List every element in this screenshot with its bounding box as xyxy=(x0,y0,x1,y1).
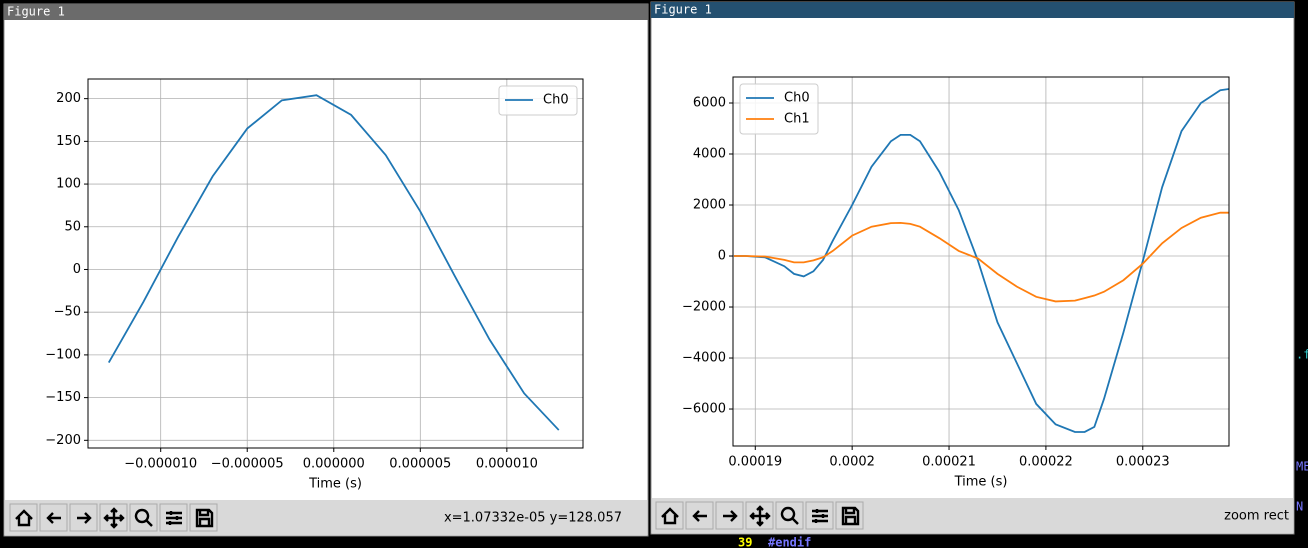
button-icon xyxy=(812,509,828,523)
toolbar-button[interactable] xyxy=(9,503,38,532)
x-tick-label: 0.0002 xyxy=(829,455,875,470)
title-bar[interactable] xyxy=(4,4,648,20)
button-icon xyxy=(780,506,799,525)
axes-frame xyxy=(87,78,584,449)
button-face xyxy=(9,503,38,532)
button-icon xyxy=(134,508,153,527)
x-tick-label: 0.000000 xyxy=(303,457,365,472)
legend-label: Ch1 xyxy=(784,112,810,127)
axes-frame xyxy=(732,76,1230,447)
data-line xyxy=(107,94,560,431)
y-tick-label: −200 xyxy=(45,433,81,448)
button-icon xyxy=(46,512,61,524)
x-tick-label: −0.000005 xyxy=(211,457,284,472)
legend-box xyxy=(739,83,819,135)
terminal-fragment: N xyxy=(1296,500,1303,514)
code-text: #endif xyxy=(768,536,811,548)
y-tick-label: −4000 xyxy=(682,351,726,366)
toolbar-button[interactable] xyxy=(715,501,744,530)
button-icon xyxy=(841,506,860,526)
toolbar-button[interactable] xyxy=(835,501,864,530)
toolbar-button[interactable] xyxy=(39,503,68,532)
status-text: zoom rect xyxy=(1224,509,1289,524)
button-face xyxy=(715,501,744,530)
y-tick-label: 0 xyxy=(73,262,81,277)
x-tick-label: 0.00021 xyxy=(922,455,976,470)
y-tick-label: 0 xyxy=(718,249,726,264)
legend-box xyxy=(498,85,578,116)
button-icon xyxy=(723,510,738,522)
data-line xyxy=(733,88,1229,433)
legend-label: Ch0 xyxy=(543,93,569,108)
line-number: 39 xyxy=(738,536,752,548)
button-icon xyxy=(103,507,125,529)
plot-area xyxy=(107,94,560,431)
x-axis-label: Time (s) xyxy=(954,475,1008,490)
y-tick-label: −100 xyxy=(45,347,81,362)
toolbar-button[interactable] xyxy=(775,501,804,530)
title-bar[interactable] xyxy=(651,2,1294,18)
toolbar-button[interactable] xyxy=(99,503,128,532)
y-tick-label: −2000 xyxy=(682,300,726,315)
window-title: Figure 1 xyxy=(654,3,712,17)
button-icon xyxy=(166,511,182,525)
x-tick-label: 0.000005 xyxy=(389,457,451,472)
x-tick-label: 0.00022 xyxy=(1019,455,1073,470)
y-tick-label: 200 xyxy=(56,91,81,106)
button-face xyxy=(39,503,68,532)
toolbar-button[interactable] xyxy=(129,503,158,532)
plot-area xyxy=(733,88,1229,433)
toolbar-button[interactable] xyxy=(189,503,218,532)
button-face xyxy=(129,503,158,532)
y-tick-label: −6000 xyxy=(682,402,726,417)
y-tick-label: 50 xyxy=(64,219,81,234)
y-tick-label: −50 xyxy=(54,305,81,320)
button-face xyxy=(655,501,684,530)
button-icon xyxy=(749,505,771,527)
x-tick-label: −0.000010 xyxy=(124,457,197,472)
x-tick-label: 0.00019 xyxy=(728,455,782,470)
x-tick-label: 0.00023 xyxy=(1116,455,1170,470)
button-icon xyxy=(692,510,707,522)
button-icon xyxy=(661,507,679,525)
y-tick-label: 2000 xyxy=(693,198,726,213)
x-axis-label: Time (s) xyxy=(308,477,362,492)
y-tick-label: 100 xyxy=(56,177,81,192)
button-icon xyxy=(77,512,92,524)
terminal-fragment: .f xyxy=(1296,348,1308,362)
toolbar-button[interactable] xyxy=(805,501,834,530)
y-tick-label: −150 xyxy=(45,390,81,405)
y-tick-label: 6000 xyxy=(693,96,726,111)
toolbar-button[interactable] xyxy=(69,503,98,532)
button-icon xyxy=(15,509,33,527)
legend-label: Ch0 xyxy=(784,91,810,106)
button-icon xyxy=(195,508,214,528)
y-tick-label: 4000 xyxy=(693,147,726,162)
y-tick-label: 150 xyxy=(56,134,81,149)
data-line xyxy=(733,211,1229,303)
toolbar-button[interactable] xyxy=(655,501,684,530)
toolbar-button[interactable] xyxy=(159,503,188,532)
x-tick-label: 0.000010 xyxy=(476,457,538,472)
window-title: Figure 1 xyxy=(7,5,65,19)
status-text: x=1.07332e-05 y=128.057 xyxy=(444,511,622,526)
terminal-fragment: ME xyxy=(1296,460,1308,474)
button-face xyxy=(775,501,804,530)
toolbar-button[interactable] xyxy=(745,501,774,530)
toolbar-button[interactable] xyxy=(685,501,714,530)
